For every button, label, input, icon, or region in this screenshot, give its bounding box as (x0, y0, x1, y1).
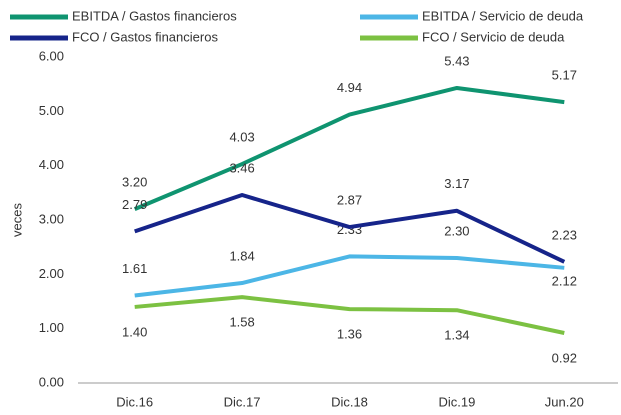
data-label: 1.40 (122, 324, 147, 339)
data-label: 0.92 (552, 350, 577, 365)
data-label: 1.58 (229, 315, 254, 330)
data-label: 2.87 (337, 193, 362, 208)
legend-label: FCO / Servicio de deuda (422, 29, 565, 44)
data-label: 5.17 (552, 68, 577, 83)
y-tick-label: 0.00 (39, 374, 64, 389)
data-label: 2.30 (444, 223, 469, 238)
x-tick-label: Jun.20 (545, 394, 584, 409)
x-tick-label: Dic.16 (116, 394, 153, 409)
series-line (134, 254, 565, 298)
data-label: 3.20 (122, 175, 147, 190)
series-line (134, 295, 565, 335)
y-tick-label: 1.00 (39, 320, 64, 335)
x-tick-label: Dic.18 (331, 394, 368, 409)
data-label: 1.34 (444, 328, 469, 343)
data-label: 4.94 (337, 80, 362, 95)
y-tick-label: 4.00 (39, 157, 64, 172)
y-tick-label: 2.00 (39, 266, 64, 281)
data-label: 2.23 (552, 227, 577, 242)
legend-label: EBITDA / Servicio de deuda (422, 8, 584, 23)
data-label: 2.12 (552, 273, 577, 288)
legend-label: FCO / Gastos financieros (72, 29, 218, 44)
legend-label: EBITDA / Gastos financieros (72, 8, 237, 23)
series-line (134, 193, 566, 264)
y-axis-label: veces (9, 203, 24, 237)
series-line (133, 85, 565, 211)
data-label: 5.43 (444, 53, 469, 68)
data-label: 4.03 (229, 129, 254, 144)
data-label: 1.36 (337, 327, 362, 342)
data-label: 3.17 (444, 176, 469, 191)
data-label: 3.46 (229, 160, 254, 175)
y-tick-label: 6.00 (39, 48, 64, 63)
data-label: 1.84 (229, 248, 254, 263)
data-label: 1.61 (122, 261, 147, 276)
y-tick-label: 5.00 (39, 103, 64, 118)
x-tick-label: Dic.19 (438, 394, 475, 409)
x-tick-label: Dic.17 (224, 394, 261, 409)
y-tick-label: 3.00 (39, 211, 64, 226)
data-label: 2.79 (122, 197, 147, 212)
